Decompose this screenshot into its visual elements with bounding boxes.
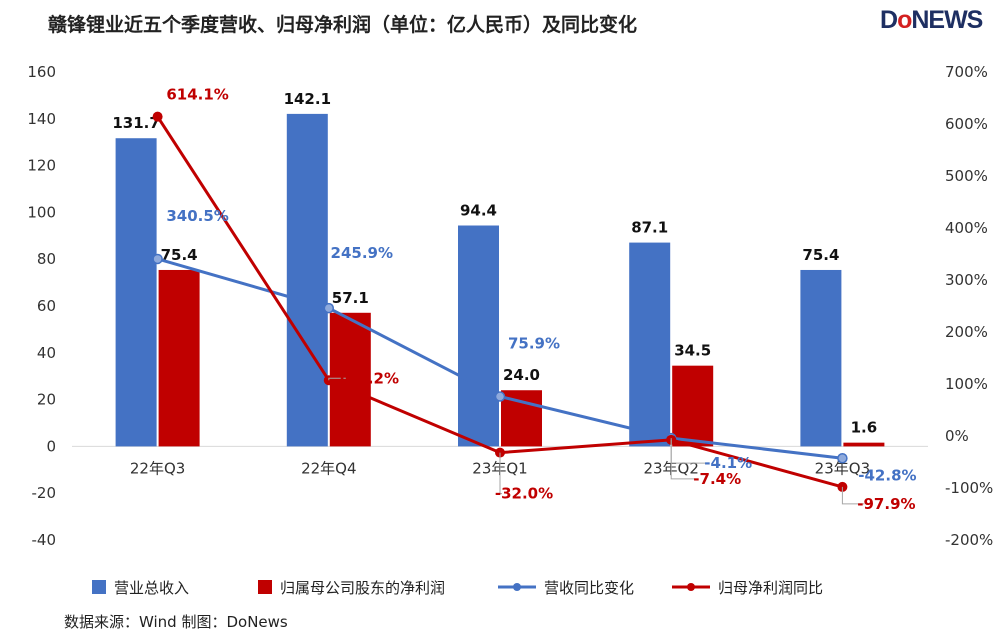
profit-yoy-label: 614.1% (166, 86, 228, 104)
revenue-bar (800, 269, 842, 447)
right-tick-label: 200% (945, 323, 988, 341)
legend-revenue-label: 营业总收入 (114, 578, 190, 597)
profit-yoy-leader (499, 452, 502, 495)
legend-profit-yoy: 归母净利润同比 (672, 576, 823, 598)
rev-yoy-label: -42.8% (858, 466, 916, 484)
left-tick-label: 60 (37, 297, 56, 315)
revenue-bar (458, 225, 499, 447)
legend-profit-label: 归属母公司股东的净利润 (280, 578, 446, 597)
profit-bar (158, 269, 200, 447)
left-tick-label: -40 (32, 531, 57, 549)
rev-yoy-point (323, 302, 335, 314)
left-tick-label: 140 (27, 110, 56, 128)
category-label: 22年Q3 (130, 459, 185, 477)
profit-bar-label: 75.4 (161, 246, 198, 264)
right-tick-label: 300% (945, 271, 988, 289)
category-label: 22年Q4 (301, 459, 356, 477)
left-tick-label: 80 (37, 250, 56, 268)
legend-rev-yoy-swatch (498, 583, 536, 591)
right-tick-label: 700% (945, 63, 988, 81)
profit-bar-label: 57.1 (332, 289, 369, 307)
revenue-bar-label: 131.7 (112, 114, 159, 132)
right-tick-label: 600% (945, 115, 988, 133)
legend-revenue-swatch (92, 580, 106, 594)
revenue-bar (115, 138, 157, 447)
revenue-bar-label: 94.4 (460, 202, 497, 220)
category-label: 23年Q3 (815, 459, 870, 477)
data-source: 数据来源：Wind 制图：DoNews (64, 613, 288, 631)
rev-yoy-label: -4.1% (704, 454, 752, 472)
legend-profit-yoy-label: 归母净利润同比 (718, 578, 824, 597)
revenue-bar (286, 113, 328, 447)
revenue-bar-label: 75.4 (802, 246, 839, 264)
profit-yoy-point (152, 111, 163, 122)
right-tick-label: 400% (945, 219, 988, 237)
donews-logo: DoNEWS (880, 6, 983, 34)
left-tick-label: -20 (32, 484, 57, 502)
right-tick-label: -100% (945, 479, 993, 497)
rev-yoy-point (152, 253, 163, 265)
profit-yoy-leader (328, 377, 346, 381)
legend-rev-yoy: 营收同比变化 (498, 576, 634, 598)
left-tick-label: 100 (27, 203, 56, 221)
profit-bar (329, 312, 371, 447)
left-tick-label: 40 (37, 344, 56, 362)
left-tick-label: 160 (27, 63, 56, 81)
profit-yoy-label: -7.4% (693, 470, 741, 488)
rev-yoy-line (157, 257, 843, 460)
left-tick-label: 20 (37, 391, 56, 409)
left-tick-label: 120 (27, 157, 56, 175)
legend-revenue: 营业总收入 (92, 576, 189, 598)
right-tick-label: -200% (945, 531, 993, 549)
right-tick-label: 500% (945, 167, 988, 185)
revenue-bar (629, 242, 671, 447)
left-tick-label: 0 (46, 437, 56, 455)
profit-yoy-label: -32.0% (495, 485, 553, 503)
legend-profit-swatch (258, 580, 272, 594)
profit-bar (672, 365, 714, 447)
profit-bar (843, 442, 885, 447)
right-tick-label: 0% (945, 427, 969, 445)
profit-bar-label: 24.0 (503, 366, 540, 384)
right-tick-label: 100% (945, 375, 988, 393)
revenue-bar-label: 87.1 (631, 219, 668, 237)
chart-title: 赣锋锂业近五个季度营收、归母净利润（单位：亿人民币）及同比变化 (48, 14, 638, 36)
rev-yoy-label: 75.9% (508, 335, 560, 353)
profit-yoy-line (156, 115, 843, 489)
rev-yoy-point (494, 391, 506, 402)
revenue-bar-label: 142.1 (284, 90, 331, 108)
rev-yoy-point (837, 453, 848, 464)
profit-yoy-label: -97.9% (857, 495, 915, 513)
rev-yoy-label: 245.9% (331, 244, 393, 262)
rev-yoy-label: 340.5% (166, 207, 228, 225)
legend-profit: 归属母公司股东的净利润 (258, 576, 445, 598)
profit-bar-label: 1.6 (851, 419, 878, 437)
profit-yoy-leader (841, 486, 865, 505)
profit-bar-label: 34.5 (674, 342, 711, 360)
legend-rev-yoy-label: 营收同比变化 (544, 578, 635, 597)
profit-yoy-leader (670, 439, 696, 480)
legend-profit-yoy-swatch (672, 583, 710, 591)
profit-yoy-label: 107.2% (337, 369, 399, 387)
